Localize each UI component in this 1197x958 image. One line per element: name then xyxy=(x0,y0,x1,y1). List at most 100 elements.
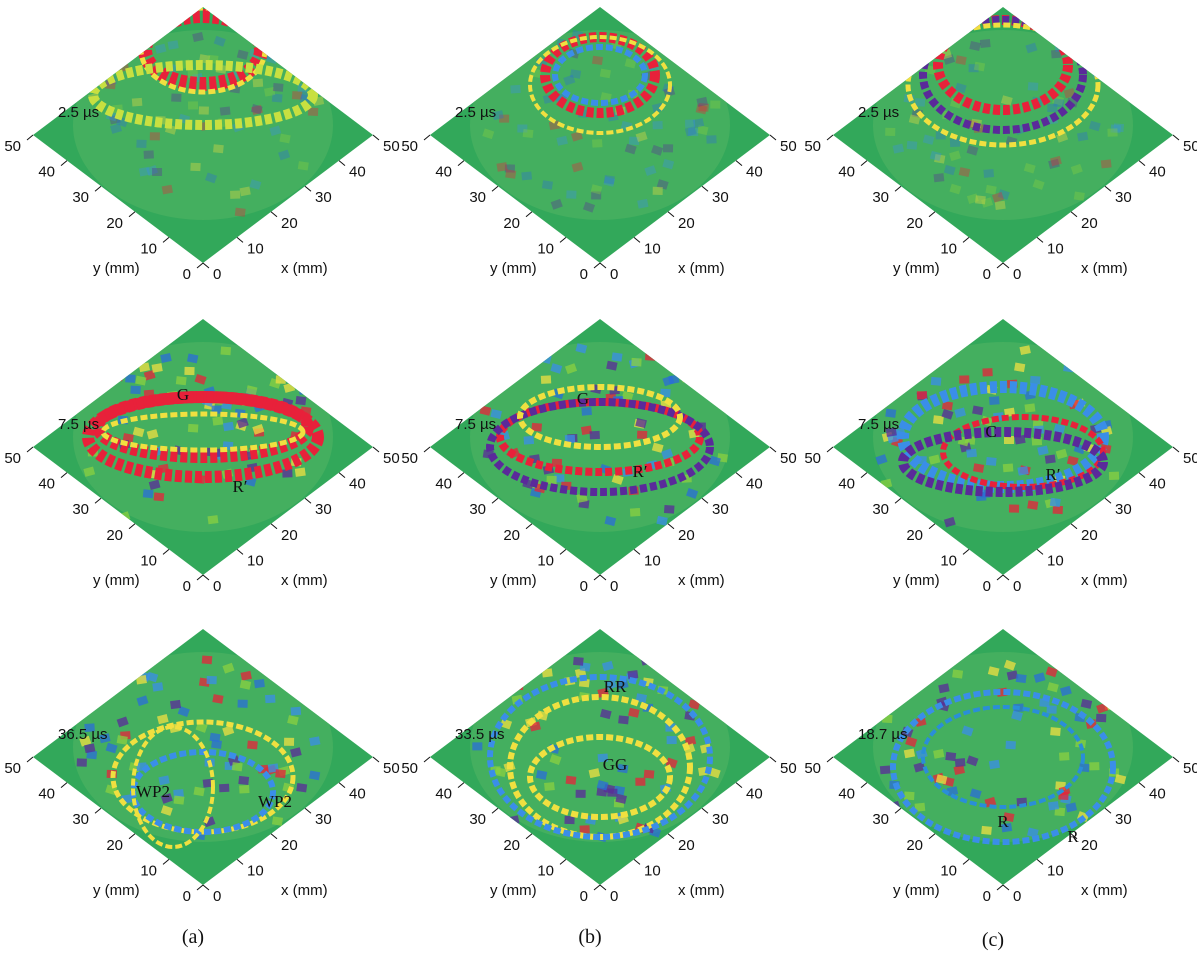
patch xyxy=(513,681,524,690)
caption: (a) xyxy=(182,926,204,948)
tick-mark xyxy=(594,575,600,580)
patch xyxy=(986,457,997,466)
tick-mark xyxy=(1003,575,1009,580)
time-label: 2.5 µs xyxy=(455,104,496,121)
patch xyxy=(207,676,217,684)
time-label: 18.7 µs xyxy=(858,726,908,743)
tick-mark xyxy=(929,212,935,217)
x-tick-label: 40 xyxy=(746,786,763,803)
y-axis-label: y (mm) xyxy=(893,882,940,899)
tick-mark xyxy=(634,859,640,864)
y-tick-label: 20 xyxy=(906,837,923,854)
annotation: C xyxy=(985,422,996,441)
annotation: R′ xyxy=(1045,465,1060,484)
tick-mark xyxy=(203,263,209,268)
patch xyxy=(983,169,994,178)
patch xyxy=(564,816,574,824)
x-tick-label: 50 xyxy=(780,138,797,155)
x-tick-label: 0 xyxy=(213,888,221,905)
patch xyxy=(1050,727,1061,736)
y-axis-label: y (mm) xyxy=(490,572,537,589)
patch xyxy=(136,675,147,684)
patch xyxy=(1089,762,1099,770)
heat-map xyxy=(73,342,333,532)
patch xyxy=(995,201,1006,210)
tick-mark xyxy=(736,161,742,166)
patch xyxy=(685,120,695,128)
tick-mark xyxy=(668,212,674,217)
tick-mark xyxy=(770,447,776,452)
patch xyxy=(207,515,218,524)
panel: 0010102020303040405050y (mm)x (mm)7.5 µs… xyxy=(804,319,1197,595)
tick-mark xyxy=(305,186,311,191)
patch xyxy=(150,132,160,140)
y-tick-label: 30 xyxy=(72,501,89,518)
x-tick-label: 10 xyxy=(1047,862,1064,879)
x-tick-label: 10 xyxy=(1047,552,1064,569)
patch xyxy=(542,668,553,677)
tick-mark xyxy=(594,885,600,890)
tick-mark xyxy=(203,885,209,890)
tick-mark xyxy=(997,885,1003,890)
patch xyxy=(950,139,960,147)
y-tick-label: 30 xyxy=(72,811,89,828)
y-tick-label: 10 xyxy=(940,552,957,569)
patch xyxy=(566,190,576,198)
tick-mark xyxy=(424,135,430,140)
patch xyxy=(667,736,677,744)
patch xyxy=(664,505,675,514)
tick-mark xyxy=(929,524,935,529)
tick-mark xyxy=(373,447,379,452)
patch xyxy=(921,356,933,366)
x-tick-label: 20 xyxy=(281,215,298,232)
patch xyxy=(541,375,551,384)
patch xyxy=(152,363,163,373)
patch xyxy=(581,407,592,416)
panel: 0010102020303040405050y (mm)x (mm)7.5 µs… xyxy=(401,319,796,595)
patch xyxy=(77,758,87,766)
patch xyxy=(221,347,232,356)
heat-map xyxy=(873,342,1133,532)
heat-map xyxy=(73,652,333,847)
tick-mark xyxy=(305,498,311,503)
tick-mark xyxy=(634,549,640,554)
y-axis-label: y (mm) xyxy=(893,572,940,589)
tick-mark xyxy=(61,473,67,478)
tick-mark xyxy=(997,263,1003,268)
x-tick-label: 30 xyxy=(315,189,332,206)
patch xyxy=(904,792,914,801)
patch xyxy=(604,175,615,184)
patch xyxy=(980,39,991,48)
x-axis-label: x (mm) xyxy=(678,572,725,589)
patch xyxy=(966,449,977,458)
patch xyxy=(1006,741,1016,750)
patch xyxy=(955,758,966,767)
x-tick-label: 50 xyxy=(383,760,400,777)
patch xyxy=(174,796,185,805)
tick-mark xyxy=(1105,808,1111,813)
x-tick-label: 0 xyxy=(213,266,221,283)
y-tick-label: 50 xyxy=(4,138,21,155)
tick-mark xyxy=(271,524,277,529)
patch xyxy=(706,135,716,143)
tick-mark xyxy=(197,885,203,890)
patch xyxy=(295,468,306,477)
patch xyxy=(1045,454,1056,463)
tick-mark xyxy=(492,808,498,813)
patch xyxy=(710,101,720,109)
patch xyxy=(652,121,662,129)
time-label: 7.5 µs xyxy=(58,416,99,433)
tick-mark xyxy=(27,135,33,140)
tick-mark xyxy=(458,161,464,166)
tick-mark xyxy=(526,524,532,529)
patch xyxy=(524,436,535,445)
y-tick-label: 30 xyxy=(469,501,486,518)
patch xyxy=(1028,82,1039,91)
patch xyxy=(223,422,234,432)
tick-mark xyxy=(861,783,867,788)
panel: 0010102020303040405050y (mm)x (mm)7.5 µs… xyxy=(4,319,399,595)
x-tick-label: 50 xyxy=(1183,760,1197,777)
tick-mark xyxy=(1105,186,1111,191)
patch xyxy=(1014,363,1025,373)
x-tick-label: 20 xyxy=(281,837,298,854)
